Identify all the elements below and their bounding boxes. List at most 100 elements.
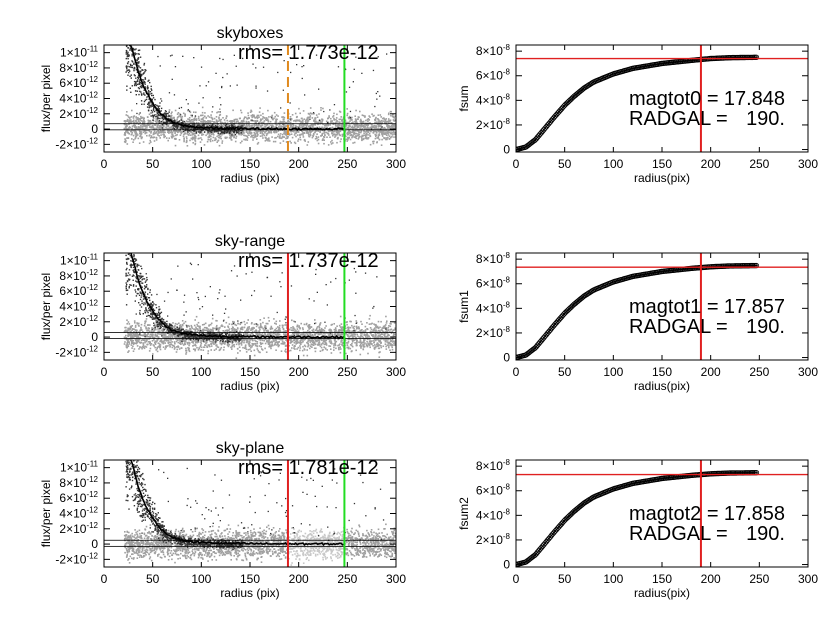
x-tick-label: 200 (289, 572, 309, 586)
x-tick-label: 100 (191, 572, 211, 586)
y-tick-label: -2×10-12 (55, 344, 98, 359)
annotation-value: 17.858 (724, 503, 785, 525)
rms-annotation: rms= 1.773e-12 (238, 42, 379, 64)
y-tick-label: 8×10-8 (476, 458, 511, 473)
x-tick-label: 300 (386, 572, 406, 586)
x-tick-label: 300 (798, 365, 818, 379)
x-tick-label: 100 (603, 572, 623, 586)
x-tick-label: 50 (146, 365, 160, 379)
x-tick-label: 100 (603, 157, 623, 171)
x-tick-label: 200 (701, 365, 721, 379)
y-tick-label: 6×10-8 (476, 483, 511, 498)
chart-panel-2: rms= 1.737e-12 0 50 100 150 200 250 300 -2×10-12… (39, 233, 406, 393)
annotation-value: 190. (746, 108, 785, 130)
chart-panel-0: rms= 1.773e-12 0 50 100 150 200 250 300 -2×10-12… (39, 25, 406, 185)
annotation-value: 190. (746, 523, 785, 545)
x-tick-label: 250 (337, 157, 357, 171)
y-tick-label: 4×10-12 (59, 91, 98, 106)
annotation-label: RADGAL = (629, 316, 728, 338)
y-tick-label: 2×10-8 (476, 532, 511, 547)
x-axis-label: radius (pix) (220, 379, 279, 393)
x-tick-label: 250 (337, 572, 357, 586)
x-tick-label: 0 (513, 572, 520, 586)
svg-text:8×10-12: 8×10-12 (59, 60, 98, 75)
y-tick-label: 0 (503, 351, 510, 365)
x-tick-label: 150 (652, 572, 672, 586)
x-tick-label: 200 (701, 157, 721, 171)
y-tick-label: 4×10-12 (59, 299, 98, 314)
y-tick-label: 0 (503, 143, 510, 157)
x-tick-label: 300 (386, 365, 406, 379)
y-tick-label: 6×10-8 (476, 68, 511, 83)
x-tick-label: 250 (749, 157, 769, 171)
svg-text:8×10-8: 8×10-8 (476, 43, 511, 58)
x-tick-label: 150 (240, 572, 260, 586)
svg-text:0: 0 (91, 122, 98, 136)
y-tick-label: 2×10-8 (476, 325, 511, 340)
y-tick-label: 0 (91, 330, 98, 344)
y-tick-label: 6×10-8 (476, 276, 511, 291)
x-axis-label: radius(pix) (634, 586, 690, 600)
x-tick-label: 0 (101, 365, 108, 379)
y-tick-label: 0 (503, 558, 510, 572)
y-axis-label: flux/per pixel (39, 273, 53, 340)
sky-level-band (104, 332, 396, 340)
svg-text:0: 0 (503, 143, 510, 157)
x-tick-label: 50 (558, 157, 572, 171)
y-tick-label: 6×10-12 (59, 283, 98, 298)
svg-text:1×10-11: 1×10-11 (60, 45, 99, 60)
profile-line (129, 253, 345, 339)
x-tick-label: 0 (513, 157, 520, 171)
y-tick-label: 2×10-12 (59, 314, 98, 329)
y-tick-label: 8×10-8 (476, 251, 511, 266)
annotation-value: 190. (746, 316, 785, 338)
chart-title: skyboxes (217, 25, 284, 42)
plot-area (516, 470, 760, 567)
x-tick-label: 100 (191, 157, 211, 171)
y-tick-label: 1×10-11 (60, 45, 99, 60)
x-tick-label: 150 (240, 365, 260, 379)
y-tick-label: 2×10-8 (476, 117, 511, 132)
x-tick-label: 150 (240, 157, 260, 171)
profile-line (129, 45, 345, 132)
sky-level-band (104, 539, 396, 547)
annotation-value: 17.848 (724, 88, 785, 110)
y-tick-label: 2×10-12 (59, 521, 98, 536)
svg-text:-2×10-12: -2×10-12 (55, 136, 98, 151)
y-axis-label: fsum1 (457, 290, 471, 323)
y-axis-label: fsum2 (457, 497, 471, 530)
x-tick-label: 50 (558, 365, 572, 379)
y-tick-label: 6×10-12 (59, 75, 98, 90)
x-tick-label: 100 (191, 365, 211, 379)
fsum-markers (516, 262, 760, 360)
annotation-label: magtot1 = (629, 296, 719, 318)
x-tick-label: 300 (386, 157, 406, 171)
plot-area (104, 460, 396, 566)
x-tick-label: 250 (749, 572, 769, 586)
plot-area (104, 253, 396, 359)
y-axis-label: flux/per pixel (39, 480, 53, 547)
rms-annotation: rms= 1.781e-12 (238, 457, 379, 479)
y-tick-label: 4×10-8 (476, 92, 511, 107)
x-tick-label: 200 (701, 572, 721, 586)
x-axis-label: radius (pix) (220, 171, 279, 185)
x-tick-label: 50 (558, 572, 572, 586)
sky-level-band (104, 123, 396, 131)
x-tick-label: 0 (101, 572, 108, 586)
x-tick-label: 250 (749, 365, 769, 379)
x-tick-label: 50 (146, 572, 160, 586)
svg-text:6×10-12: 6×10-12 (59, 75, 98, 90)
svg-text:2×10-8: 2×10-8 (476, 117, 511, 132)
y-tick-label: -2×10-12 (55, 551, 98, 566)
y-axis-label: flux/per pixel (39, 65, 53, 132)
x-tick-label: 150 (652, 157, 672, 171)
y-tick-label: -2×10-12 (55, 136, 98, 151)
y-tick-label: 4×10-8 (476, 300, 511, 315)
x-tick-label: 0 (513, 365, 520, 379)
svg-text:2×10-12: 2×10-12 (59, 106, 98, 121)
y-tick-label: 4×10-8 (476, 507, 511, 522)
